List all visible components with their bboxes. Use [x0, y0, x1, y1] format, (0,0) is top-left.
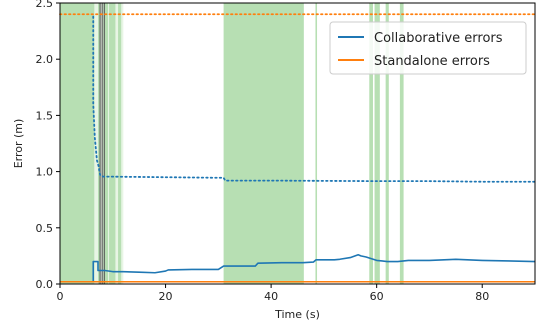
x-tick-label-0: 0 — [57, 290, 64, 303]
shaded-band-2 — [98, 3, 101, 284]
legend-label-standalone: Standalone errors — [374, 54, 490, 69]
y-tick-label-4: 2.0 — [36, 53, 54, 66]
series-1-line-dotted — [92, 15, 536, 183]
collaborative-errors-line — [60, 253, 536, 283]
y-tick-label-2: 1.0 — [36, 166, 54, 179]
y-tick-label-3: 1.5 — [36, 109, 54, 122]
y-tick-label-5: 2.5 — [36, 0, 54, 10]
y-tick-label-0: 0.0 — [36, 278, 54, 291]
shaded-band-3 — [103, 3, 109, 284]
shaded-band-6 — [223, 3, 304, 284]
background-bands — [60, 3, 404, 284]
shaded-band-10 — [385, 3, 389, 284]
y-axis-label: Error (m) — [12, 119, 25, 169]
x-tick-label-4: 80 — [475, 290, 489, 303]
x-axis-ticks: 0 20 40 60 80 — [57, 284, 489, 303]
x-tick-label-3: 60 — [370, 290, 384, 303]
x-tick-label-2: 40 — [264, 290, 278, 303]
shaded-band-4 — [109, 3, 116, 284]
legend-box — [329, 21, 527, 75]
shaded-band-11 — [399, 3, 404, 284]
shaded-band-9 — [374, 3, 380, 284]
legend-label-collaborative: Collaborative errors — [374, 31, 503, 46]
x-axis-label: Time (s) — [274, 308, 320, 321]
series-lines — [59, 13, 536, 283]
shaded-band-1 — [60, 3, 95, 284]
shaded-band-5 — [118, 3, 122, 284]
legend: Collaborative errors Standalone errors — [329, 21, 527, 75]
y-tick-label-1: 0.5 — [36, 222, 54, 235]
shaded-band-8 — [369, 3, 373, 284]
shaded-band-7 — [315, 3, 318, 284]
plot-frame — [59, 2, 536, 285]
y-axis-ticks: 0.0 0.5 1.0 1.5 2.0 2.5 — [36, 0, 60, 291]
vertical-markers — [99, 3, 105, 284]
x-tick-label-1: 20 — [159, 290, 173, 303]
